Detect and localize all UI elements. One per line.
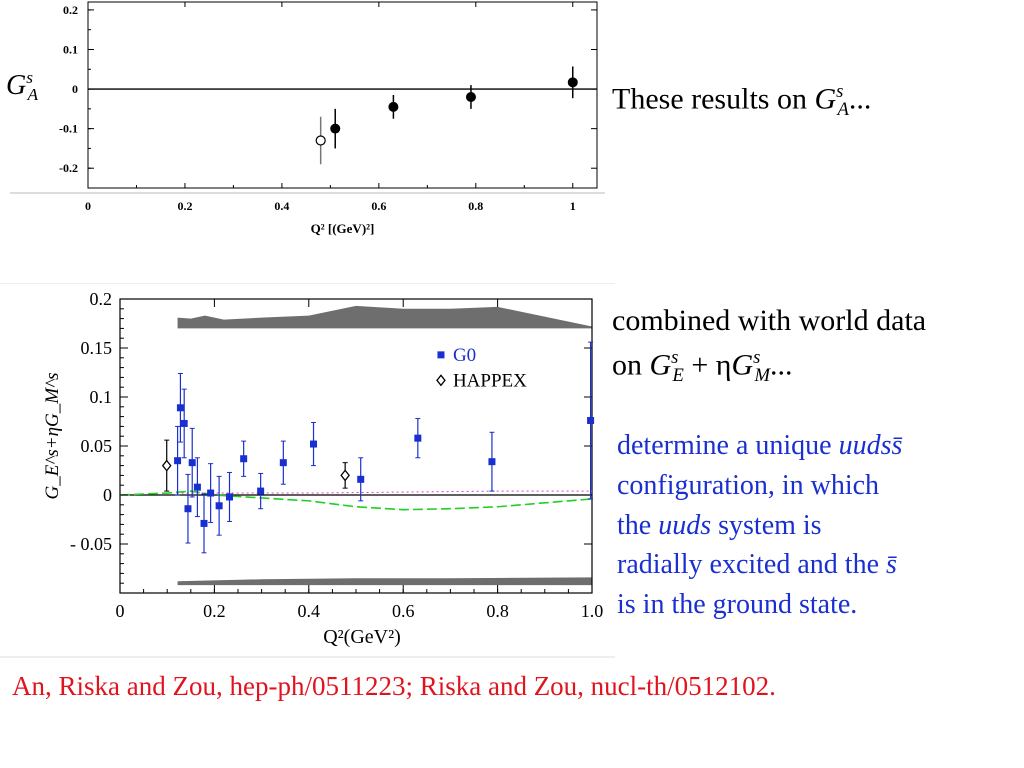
- data-point-open: [315, 135, 326, 146]
- y-tick-label: 0.2: [63, 3, 78, 17]
- x-tick-label: 0.6: [371, 199, 386, 213]
- chart-ge: 0 0.2 0.4 0.6 0.8 1.0 0.2 0.15 0.1 0.05 0 - 0.05 Q²(…: [0, 282, 615, 658]
- conclusion-line-1: determine a unique uudss̄: [617, 430, 903, 461]
- curve-magenta-dotted: [176, 490, 592, 494]
- citation: An, Riska and Zou, hep-ph/0511223; Riska…: [12, 671, 776, 701]
- chart-ga: 0 0.2 0.4 0.6 0.8 1 0.2 0.1 0 -0.1 -0.2 Q² [(GeV)²]: [0, 0, 610, 245]
- data-point-g0: [587, 417, 595, 425]
- x-tick-label: 0.8: [468, 199, 483, 213]
- y-tick-label: 0.05: [81, 436, 113, 456]
- data-point-happex: [161, 459, 172, 472]
- x-tick-label: 0.8: [486, 601, 509, 621]
- data-point-g0: [488, 458, 496, 466]
- x-tick-label: 1: [570, 199, 576, 213]
- x-tick-label: 0.2: [203, 601, 226, 621]
- legend-marker-happex: [436, 374, 446, 387]
- data-point-g0: [188, 459, 196, 467]
- y-tick-label: - 0.05: [70, 534, 112, 554]
- conclusion-line-3: the uuds system is: [617, 509, 822, 541]
- y-tick-label: 0: [72, 82, 78, 96]
- x-tick-label: 0.6: [392, 601, 415, 621]
- data-point-g0: [176, 404, 184, 412]
- conclusion-text: determine a unique uudss̄ configuration,…: [617, 426, 902, 625]
- systematic-band-bottom: [177, 577, 593, 586]
- data-point-g0: [357, 475, 365, 483]
- data-point: [567, 77, 578, 88]
- combined-line-1: combined with world data: [612, 304, 927, 337]
- x-axis-label: Q² [(GeV)²]: [311, 221, 375, 236]
- data-point-g0: [184, 505, 192, 513]
- chart-ge-svg: 0 0.2 0.4 0.6 0.8 1.0 0.2 0.15 0.1 0.05 0 - 0.05 Q²(…: [0, 282, 615, 658]
- data-point: [388, 101, 399, 112]
- x-tick-label: 0.2: [177, 199, 192, 213]
- data-point-g0: [180, 419, 188, 427]
- conclusion-line-4: radially excited and the s̄: [617, 549, 897, 581]
- data-point-g0: [257, 487, 265, 495]
- x-tick-label: 0.4: [298, 601, 321, 621]
- y-tick-label: 0.1: [90, 387, 113, 407]
- data-point-g0: [226, 493, 234, 501]
- legend-label-happex: HAPPEX: [453, 370, 527, 391]
- x-tick-label: 0.4: [274, 199, 289, 213]
- conclusion-line-2: configuration, in which: [617, 469, 880, 501]
- results-text: These results on GsA...: [612, 81, 872, 121]
- data-point-g0: [215, 502, 223, 510]
- systematic-band-top: [177, 305, 593, 329]
- chart-ga-ylabel: GsA: [6, 68, 39, 104]
- data-point-g0: [240, 455, 248, 463]
- y-tick-label: -0.1: [59, 122, 78, 136]
- data-point-g0: [207, 489, 215, 497]
- combined-line-2: on GsE + ηGsM...: [612, 346, 793, 386]
- y-tick-label: 0.15: [81, 338, 113, 358]
- legend-marker-g0: [437, 351, 445, 359]
- data-point-g0: [414, 434, 422, 442]
- data-point-g0: [174, 457, 182, 465]
- data-point: [465, 91, 476, 102]
- conclusion-line-5: is in the ground state.: [617, 589, 858, 620]
- y-tick-label: -0.2: [59, 161, 78, 175]
- chart-ga-svg: 0 0.2 0.4 0.6 0.8 1 0.2 0.1 0 -0.1 -0.2 Q² [(GeV)²]: [10, 1, 605, 236]
- x-tick-label: 1.0: [581, 601, 604, 621]
- y-tick-label: 0.2: [90, 289, 113, 309]
- plot-frame: [87, 1, 598, 189]
- data-point-g0: [279, 459, 287, 467]
- x-tick-label: 0: [85, 199, 91, 213]
- x-tick-label: 0: [116, 601, 125, 621]
- data-point-g0: [193, 483, 201, 491]
- data-point-g0: [310, 440, 318, 448]
- data-point-g0: [200, 519, 208, 527]
- data-point: [330, 123, 341, 134]
- y-tick-label: 0.1: [63, 42, 78, 56]
- plot-frame: [119, 298, 593, 594]
- curve-green-dashed: [119, 490, 593, 511]
- y-tick-label: 0: [103, 485, 112, 505]
- combined-text: combined with world data on GsE + ηGsM..…: [612, 302, 926, 387]
- legend-label-g0: G0: [453, 345, 476, 366]
- x-axis-label: Q²(GeV²): [323, 626, 401, 648]
- y-axis-label: G_E^s+ηG_M^s: [42, 373, 63, 500]
- data-point-happex: [340, 469, 350, 482]
